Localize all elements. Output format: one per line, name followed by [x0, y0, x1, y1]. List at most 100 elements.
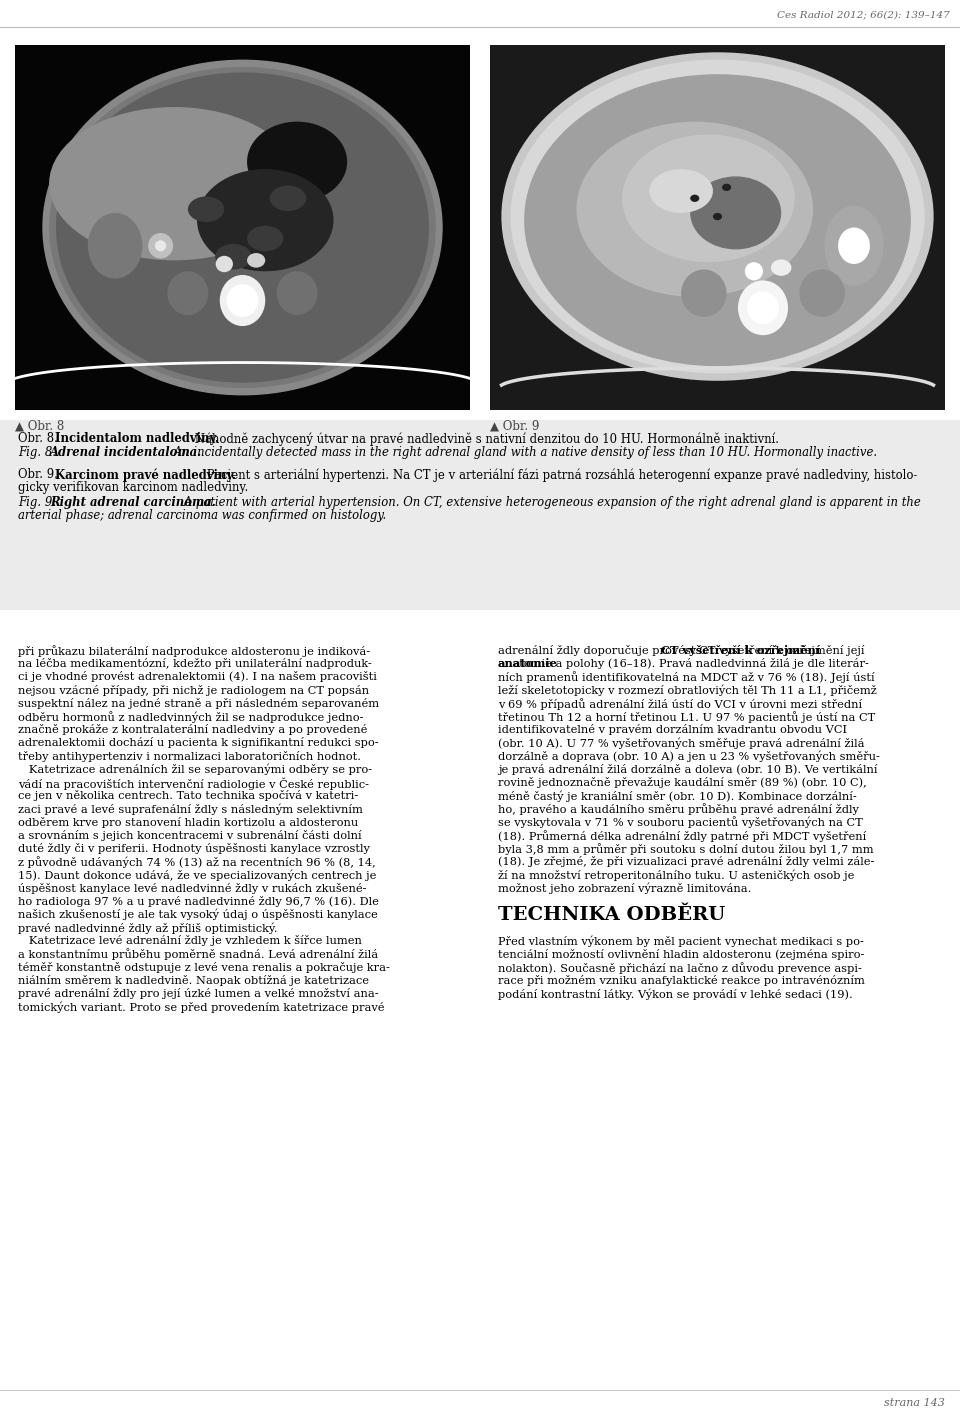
Ellipse shape: [247, 226, 283, 251]
Text: na léčba medikamentózní, kdežto při unilaterální nadproduk-: na léčba medikamentózní, kdežto při unil…: [18, 658, 372, 669]
Ellipse shape: [576, 121, 813, 297]
Ellipse shape: [649, 169, 713, 213]
Ellipse shape: [524, 75, 911, 366]
Text: v 69 % případů adrenální žilá ústí do VCI v úrovni mezi střední: v 69 % případů adrenální žilá ústí do VC…: [498, 698, 862, 710]
Ellipse shape: [511, 59, 924, 374]
Ellipse shape: [60, 78, 424, 377]
Ellipse shape: [825, 206, 883, 285]
Text: ho radiologa 97 % a u pravé nadledvinné ždly 96,7 % (16). Dle: ho radiologa 97 % a u pravé nadledvinné …: [18, 895, 379, 907]
Text: anatomie a polohy (16–18). Pravá nadledvinná žilá je dle literár-: anatomie a polohy (16–18). Pravá nadledv…: [498, 658, 869, 669]
Text: možnost jeho zobrazení výrazně limitována.: možnost jeho zobrazení výrazně limitován…: [498, 882, 752, 894]
Text: Katetrizace levé adrenální ždly je vzhledem k šířce lumen: Katetrizace levé adrenální ždly je vzhle…: [18, 935, 362, 946]
Text: Right adrenal carcinoma.: Right adrenal carcinoma.: [50, 496, 216, 508]
Text: a srovnáním s jejich koncentracemi v subrenální části dolní: a srovnáním s jejich koncentracemi v sub…: [18, 830, 362, 840]
Text: Obr. 8.: Obr. 8.: [18, 432, 61, 445]
Text: (18). Průmerná délka adrenální ždly patrné při MDCT vyšetření: (18). Průmerná délka adrenální ždly patr…: [498, 830, 866, 842]
Ellipse shape: [227, 284, 258, 316]
Text: Fig. 8.: Fig. 8.: [18, 446, 60, 459]
Text: 15). Daunt dokonce udává, že ve specializovaných centrech je: 15). Daunt dokonce udává, že ve speciali…: [18, 870, 376, 881]
Ellipse shape: [747, 291, 779, 325]
Text: ží na množství retroperitonálního tuku. U asteničkých osob je: ží na množství retroperitonálního tuku. …: [498, 870, 854, 881]
Ellipse shape: [276, 271, 318, 315]
Text: pravé nadledvinné ždly až příliš optimistický.: pravé nadledvinné ždly až příliš optimis…: [18, 922, 277, 933]
Text: téměř konstantně odstupuje z levé vena renalis a pokračuje kra-: téměř konstantně odstupuje z levé vena r…: [18, 962, 390, 973]
Text: ▲ Obr. 9: ▲ Obr. 9: [490, 419, 540, 432]
Ellipse shape: [216, 256, 233, 273]
Text: adrenalektomii dochází u pacienta k signifikantní redukci spo-: adrenalektomii dochází u pacienta k sign…: [18, 737, 378, 748]
Ellipse shape: [49, 66, 436, 388]
Text: Náhodně zachycený útvar na pravé nadledvině s nativní denzitou do 10 HU. Hormoná: Náhodně zachycený útvar na pravé nadledv…: [191, 432, 779, 446]
Ellipse shape: [220, 275, 265, 326]
Text: pravé adrenální ždly pro její úzké lumen a velké množství ana-: pravé adrenální ždly pro její úzké lumen…: [18, 988, 378, 1000]
Text: méně častý je kraniální směr (obr. 10 D). Kombinace dorzální-: méně častý je kraniální směr (obr. 10 D)…: [498, 791, 856, 802]
Text: tenciální možností ovlivnění hladin aldosteronu (zejména spiro-: tenciální možností ovlivnění hladin aldo…: [498, 949, 864, 960]
Text: zaci pravé a levé suprafenální ždly s následným selektivním: zaci pravé a levé suprafenální ždly s ná…: [18, 803, 363, 815]
Ellipse shape: [155, 240, 166, 251]
Text: ce jen v několika centrech. Tato technika spočívá v katetri-: ce jen v několika centrech. Tato technik…: [18, 791, 358, 801]
Text: byla 3,8 mm a průměr při soutoku s dolní dutou žilou byl 1,7 mm: byla 3,8 mm a průměr při soutoku s dolní…: [498, 843, 874, 854]
Text: ho, pravého a kaudálního směru průběhu pravé adrenální ždly: ho, pravého a kaudálního směru průběhu p…: [498, 803, 859, 815]
Ellipse shape: [197, 169, 333, 271]
Text: TECHNIKA ODBĚRU: TECHNIKA ODBĚRU: [498, 907, 725, 923]
Text: Před vlastním výkonem by měl pacient vynechat medikaci s po-: Před vlastním výkonem by měl pacient vyn…: [498, 936, 864, 947]
Text: odběru hormonů z nadledvinných žil se nadprodukce jedno-: odběru hormonů z nadledvinných žil se na…: [18, 712, 364, 723]
Text: Karcinom pravé nadledviny.: Karcinom pravé nadledviny.: [55, 467, 236, 481]
Text: arterial phase; adrenal carcinoma was confirmed on histology.: arterial phase; adrenal carcinoma was co…: [18, 508, 386, 522]
Text: ních pramenů identifikovatelná na MDCT až v 76 % (18). Její ústí: ních pramenů identifikovatelná na MDCT a…: [498, 671, 875, 683]
Text: třeby antihypertenziv i normalizaci laboratoričních hodnot.: třeby antihypertenziv i normalizaci labo…: [18, 751, 361, 761]
Text: An incidentally detected mass in the right adrenal gland with a native density o: An incidentally detected mass in the rig…: [170, 446, 877, 459]
Ellipse shape: [42, 59, 443, 395]
Text: Incidentalom nadledviny.: Incidentalom nadledviny.: [55, 432, 219, 445]
Ellipse shape: [49, 107, 300, 260]
Text: Fig. 9.: Fig. 9.: [18, 496, 60, 508]
Text: duté ždly či v periferii. Hodnoty úspěšnosti kanylace vzrostly: duté ždly či v periferii. Hodnoty úspěšn…: [18, 843, 370, 854]
Bar: [0, 419, 960, 610]
Text: vádí na pracovištích intervenční radiologie v České republic-: vádí na pracovištích intervenční radiolo…: [18, 777, 369, 789]
Ellipse shape: [722, 184, 732, 191]
Ellipse shape: [247, 253, 265, 268]
Text: A patient with arterial hypertension. On CT, extensive heterogeneous expansion o: A patient with arterial hypertension. On…: [180, 496, 921, 508]
Text: dorzálně a doprava (obr. 10 A) a jen u 23 % vyšetřovaných směřu-: dorzálně a doprava (obr. 10 A) a jen u 2…: [498, 751, 880, 762]
Text: Obr. 9.: Obr. 9.: [18, 467, 61, 481]
Ellipse shape: [771, 260, 791, 275]
Text: našich zkušeností je ale tak vysoký údaj o úspěšnosti kanylace: našich zkušeností je ale tak vysoký údaj…: [18, 909, 377, 921]
Text: z původně udávaných 74 % (13) až na recentních 96 % (8, 14,: z původně udávaných 74 % (13) až na rece…: [18, 856, 375, 868]
Ellipse shape: [148, 233, 173, 258]
Ellipse shape: [215, 244, 252, 270]
Ellipse shape: [800, 270, 845, 316]
Text: CT vyšetření k ozřejmění: CT vyšetření k ozřejmění: [661, 645, 820, 657]
Text: Ces Radiol 2012; 66(2): 139–147: Ces Radiol 2012; 66(2): 139–147: [778, 10, 950, 20]
Text: Pacient s arteriální hypertenzi. Na CT je v arteriální fázi patrná rozsáhlá hete: Pacient s arteriální hypertenzi. Na CT j…: [203, 467, 917, 481]
Ellipse shape: [87, 213, 142, 278]
Text: rovině jednoznačně převažuje kaudální směr (89 %) (obr. 10 C),: rovině jednoznačně převažuje kaudální sm…: [498, 777, 867, 788]
Ellipse shape: [690, 176, 781, 250]
Ellipse shape: [838, 227, 870, 264]
Ellipse shape: [745, 263, 763, 281]
Text: nejsou vzácné případy, při nichž je radiologem na CT popsán: nejsou vzácné případy, při nichž je radi…: [18, 685, 370, 696]
Ellipse shape: [622, 134, 795, 263]
Text: a konstantnímu průběhu poměrně snadná. Levá adrenální žilá: a konstantnímu průběhu poměrně snadná. L…: [18, 949, 378, 960]
Text: leží skeletotopicky v rozmezí obratloviých těl Th 11 a L1, přičemž: leží skeletotopicky v rozmezí obratloviý…: [498, 685, 876, 696]
Text: podání kontrastní látky. Výkon se provádí v lehké sedaci (19).: podání kontrastní látky. Výkon se provád…: [498, 988, 852, 1000]
Ellipse shape: [738, 281, 788, 335]
Ellipse shape: [188, 196, 225, 222]
Text: je pravá adrenální žilá dorzálně a doleva (obr. 10 B). Ve vertikální: je pravá adrenální žilá dorzálně a dolev…: [498, 764, 877, 775]
Ellipse shape: [501, 52, 934, 381]
Text: značně prokáže z kontralaterální nadledviny a po provedené: značně prokáže z kontralaterální nadledv…: [18, 724, 368, 736]
Text: ci je vhodné provést adrenalektomii (4). I na našem pracovišti: ci je vhodné provést adrenalektomii (4).…: [18, 671, 377, 682]
Ellipse shape: [690, 195, 699, 202]
Ellipse shape: [713, 213, 722, 220]
Text: gicky verifikovan karcinom nadledviny.: gicky verifikovan karcinom nadledviny.: [18, 481, 249, 494]
Ellipse shape: [247, 121, 348, 202]
Text: anatomie: anatomie: [498, 658, 558, 669]
Ellipse shape: [167, 271, 208, 315]
Text: Adrenal incidentaloma.: Adrenal incidentaloma.: [50, 446, 203, 459]
Ellipse shape: [270, 185, 306, 210]
Text: Katetrizace adrenálních žil se separovanými odběry se pro-: Katetrizace adrenálních žil se separovan…: [18, 764, 372, 775]
Text: identifikovatelné v pravém dorzálním kvadrantu obvodu VCI: identifikovatelné v pravém dorzálním kva…: [498, 724, 847, 736]
Text: (obr. 10 A). U 77 % vyšetřovaných směřuje pravá adrenální žilá: (obr. 10 A). U 77 % vyšetřovaných směřuj…: [498, 737, 865, 748]
Text: se vyskytovala v 71 % v souboru pacientů vyšetřovaných na CT: se vyskytovala v 71 % v souboru pacientů…: [498, 816, 863, 829]
Ellipse shape: [56, 72, 429, 383]
Text: adrenální ždly doporučuje provést CT vyšetření k ozřejmění její: adrenální ždly doporučuje provést CT vyš…: [498, 645, 865, 657]
Text: suspektní nález na jedné straně a při následném separovaném: suspektní nález na jedné straně a při ná…: [18, 698, 379, 709]
